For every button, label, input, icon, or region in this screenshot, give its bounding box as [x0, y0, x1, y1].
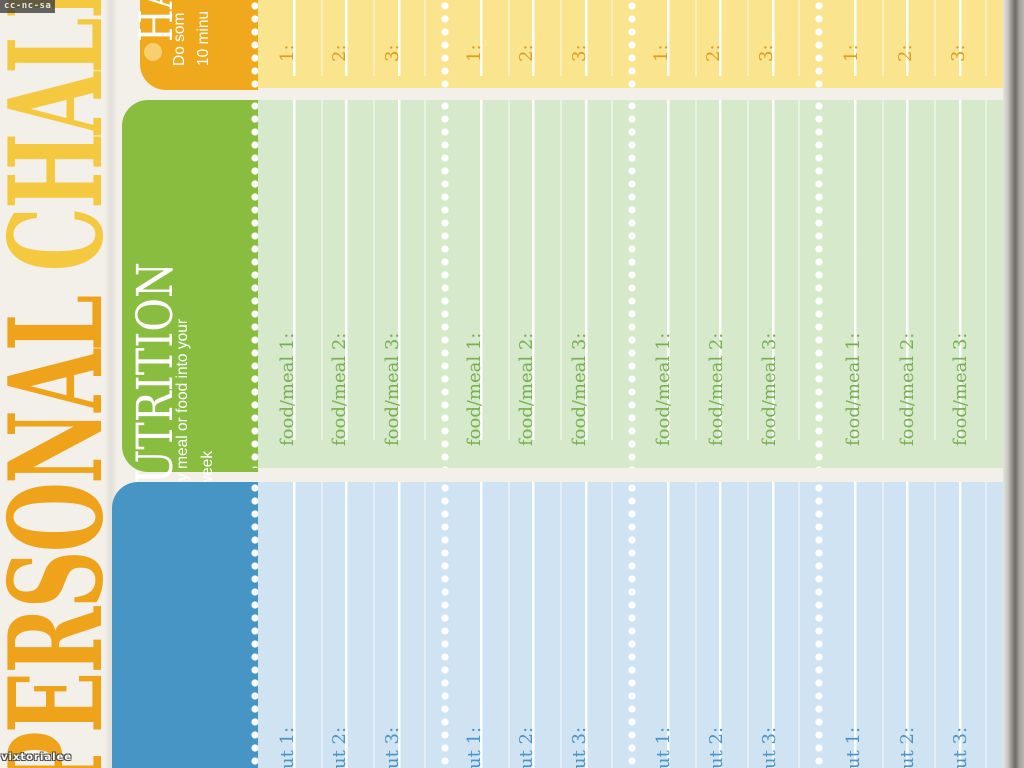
- separator-dots: [440, 482, 450, 768]
- habits-desc-line-1: Do som: [171, 12, 188, 66]
- entry-label: 1:: [651, 44, 672, 62]
- entry-label: ut 3:: [950, 726, 971, 768]
- separator-dots: [627, 482, 637, 768]
- header-edge-dots: [250, 100, 260, 468]
- separator-dots: [627, 100, 637, 468]
- entry-label: ut 2:: [706, 726, 727, 768]
- separator-dots: [814, 100, 824, 468]
- band-nutrition: NUTRITION Add a healthy meal or food int…: [0, 100, 1024, 568]
- entry-label: food/meal 2:: [706, 332, 727, 446]
- entry-label: ut 3:: [382, 726, 403, 768]
- entry-label: ut 1:: [843, 726, 864, 768]
- separator-dots: [814, 0, 824, 88]
- entry-label: 3:: [382, 44, 403, 62]
- entry-label: ut 1:: [653, 726, 674, 768]
- entry-label: food/meal 1:: [843, 332, 864, 446]
- entry-label: 1:: [277, 44, 298, 62]
- separator-dots: [627, 0, 637, 88]
- separator-dots: [440, 0, 450, 88]
- entry-label: ut 1:: [277, 726, 298, 768]
- fitness-writing-area: [258, 482, 1003, 768]
- entry-label: 1:: [464, 44, 485, 62]
- entry-label: food/meal 1:: [464, 332, 485, 446]
- entry-label: 3:: [569, 44, 590, 62]
- entry-label: 1:: [841, 44, 862, 62]
- entry-label: 3:: [756, 44, 777, 62]
- entry-label: food/meal 2:: [897, 332, 918, 446]
- entry-label: food/meal 1:: [653, 332, 674, 446]
- entry-label: food/meal 3:: [759, 332, 780, 446]
- entry-label: ut 2:: [329, 726, 350, 768]
- entry-label: food/meal 3:: [569, 332, 590, 446]
- entry-label: 3:: [948, 44, 969, 62]
- entry-label: food/meal 1:: [277, 332, 298, 446]
- nutrition-header-block: [122, 100, 258, 472]
- header-edge-dots: [250, 0, 260, 88]
- entry-label: food/meal 3:: [950, 332, 971, 446]
- entry-label: 2:: [516, 44, 537, 62]
- habits-desc-line-2: 10 minu: [195, 10, 212, 66]
- entry-label: ut 3:: [569, 726, 590, 768]
- scanner-page-edge: [1003, 0, 1024, 768]
- artist-watermark: vixtorialee: [1, 752, 73, 763]
- license-watermark: cc-nc-sa: [0, 0, 56, 13]
- entry-label: 2:: [703, 44, 724, 62]
- separator-dots: [814, 482, 824, 768]
- bullet-icon: [144, 43, 162, 61]
- fitness-header-block: [112, 482, 258, 768]
- entry-label: food/meal 2:: [516, 332, 537, 446]
- nutrition-writing-area: [258, 100, 1003, 468]
- separator-dots: [440, 100, 450, 468]
- entry-label: food/meal 3:: [382, 332, 403, 446]
- header-edge-dots: [250, 482, 260, 768]
- entry-label: ut 3:: [759, 726, 780, 768]
- habits-writing-area: [258, 0, 1003, 88]
- band-fitness: TNESS O 20-30 minutes, 3x per week GTH 2…: [0, 482, 1024, 768]
- entry-label: ut 1:: [464, 726, 485, 768]
- band-habits: HA Do som 10 minu 1: 2: 3: 1: 2: 3: 1: 2…: [0, 0, 1024, 90]
- entry-label: ut 2:: [897, 726, 918, 768]
- entry-label: 2:: [895, 44, 916, 62]
- entry-label: food/meal 2:: [329, 332, 350, 446]
- entry-label: 2:: [329, 44, 350, 62]
- entry-label: ut 2:: [516, 726, 537, 768]
